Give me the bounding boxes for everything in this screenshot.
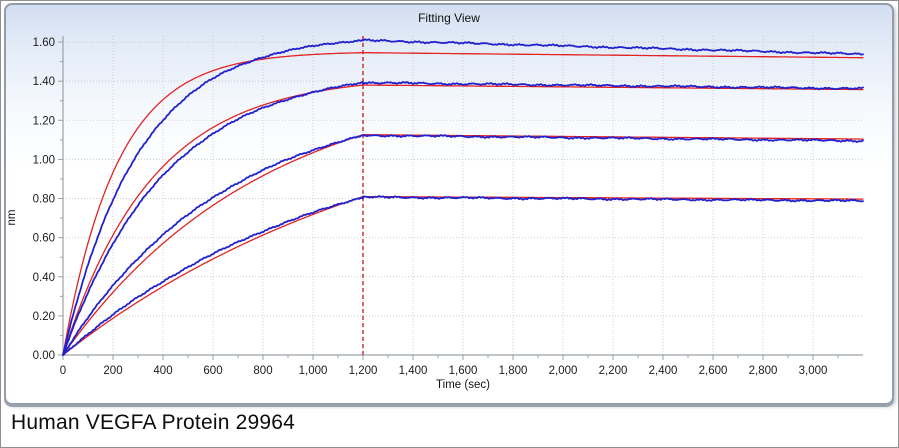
x-axis-title: Time (sec) <box>436 379 490 391</box>
fit-trace <box>62 84 864 356</box>
x-tick-label: 1,400 <box>399 365 428 377</box>
y-tick-label: 0.80 <box>33 194 55 206</box>
x-tick-label: 600 <box>203 365 222 377</box>
x-tick-label: 800 <box>253 365 272 377</box>
y-tick-label: 0.40 <box>33 272 55 284</box>
y-tick-label: 0.60 <box>33 233 55 245</box>
y-tick-label: 1.60 <box>33 37 55 49</box>
y-axis-title: nm <box>6 210 18 226</box>
x-tick-label: 2,200 <box>599 365 628 377</box>
x-tick-label: 2,000 <box>549 365 578 377</box>
fit-trace <box>62 195 864 356</box>
y-tick-label: 1.40 <box>33 76 55 88</box>
x-tick-label: 0 <box>60 365 66 377</box>
x-tick-label: 1,800 <box>499 365 528 377</box>
x-tick-label: 200 <box>103 365 122 377</box>
y-tick-label: 0.00 <box>33 350 55 362</box>
x-tick-label: 2,800 <box>749 365 778 377</box>
data-trace <box>62 38 864 356</box>
x-tick-label: 1,200 <box>349 365 378 377</box>
kinetics-plot[interactable]: 0 200 400 600 800 1,000 1,200 1,400 1,600 1,800 2,… <box>6 5 892 401</box>
y-tick-label: 1.20 <box>33 115 55 127</box>
data-trace <box>62 81 864 356</box>
data-trace <box>62 134 864 356</box>
y-tick-label: 0.20 <box>33 311 55 323</box>
data-trace <box>62 195 864 356</box>
y-tick-label: 1.00 <box>33 154 55 166</box>
x-tick-label: 1,600 <box>449 365 478 377</box>
x-tick-label: 400 <box>153 365 172 377</box>
protein-caption: Human VEGFA Protein 29964 <box>11 411 295 434</box>
fitting-view-panel: Fitting View 0 200 400 600 800 1,000 1,200 1,40… <box>4 3 894 405</box>
fit-trace <box>62 52 864 356</box>
x-tick-label: 2,400 <box>649 365 678 377</box>
x-tick-label: 2,600 <box>699 365 728 377</box>
x-tick-label: 3,000 <box>799 365 828 377</box>
panel-title: Fitting View <box>418 11 480 25</box>
x-tick-label: 1,000 <box>299 365 328 377</box>
